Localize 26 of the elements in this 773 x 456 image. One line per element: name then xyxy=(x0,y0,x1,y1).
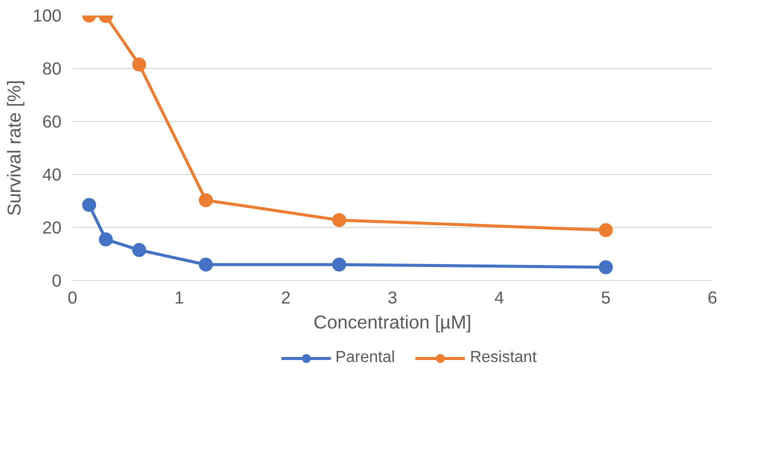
y-tick-label: 0 xyxy=(52,270,62,290)
x-tick-label: 5 xyxy=(601,288,611,308)
y-tick-label: 60 xyxy=(42,112,62,132)
point xyxy=(98,232,113,246)
point xyxy=(598,223,613,238)
point xyxy=(332,213,346,228)
point xyxy=(198,193,213,208)
y-tick-label: 40 xyxy=(42,164,62,184)
y-tick-label: 100 xyxy=(32,6,62,26)
x-tick-label: 1 xyxy=(174,288,184,308)
x-axis-title: Concentration [µM] xyxy=(314,312,472,332)
y-axis-title: Survival rate [%] xyxy=(4,80,25,216)
point xyxy=(332,258,346,272)
legend-label: Parental xyxy=(335,348,395,366)
x-tick-label: 0 xyxy=(68,288,78,308)
x-tick-label: 3 xyxy=(388,288,398,308)
y-tick-label: 80 xyxy=(42,58,62,78)
point xyxy=(598,260,613,274)
x-tick-label: 6 xyxy=(708,288,718,308)
legend-label: Resistant xyxy=(470,348,537,366)
point xyxy=(198,258,213,272)
x-tick-label: 2 xyxy=(281,288,291,308)
y-tick-label: 20 xyxy=(42,218,62,238)
point xyxy=(132,243,146,258)
x-tick-label: 4 xyxy=(494,288,504,308)
point xyxy=(82,198,96,212)
